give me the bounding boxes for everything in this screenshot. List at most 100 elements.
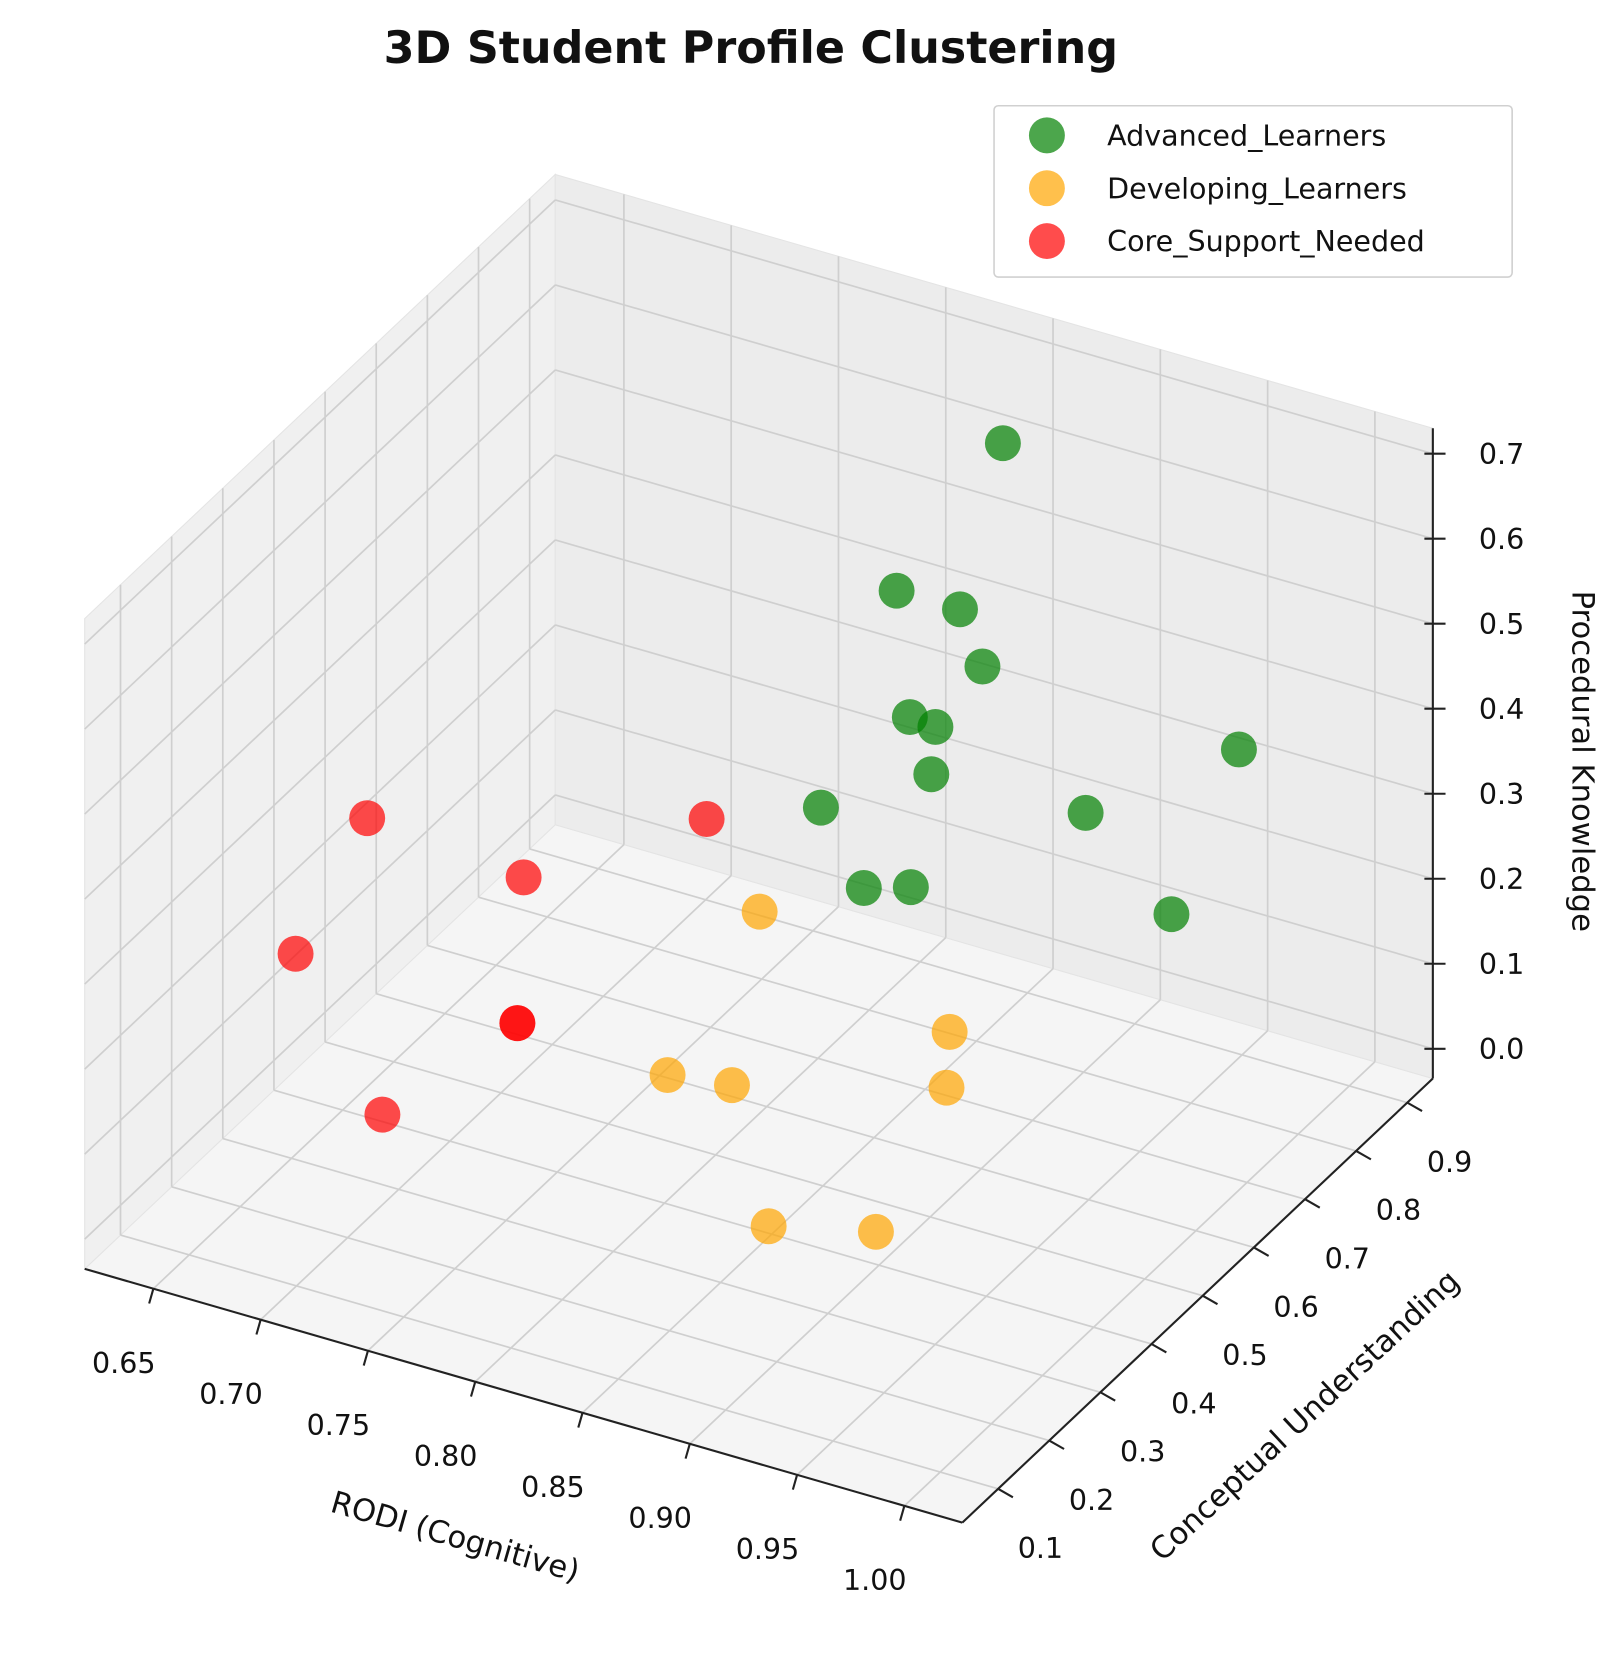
z-tick-label: 0.1 xyxy=(1479,948,1524,981)
point xyxy=(942,591,978,628)
z-tick-label: 0.2 xyxy=(1479,863,1524,896)
tick-mark xyxy=(899,1505,906,1521)
grid-line xyxy=(554,454,1434,710)
point xyxy=(505,859,542,896)
point xyxy=(1153,896,1190,933)
tick-mark xyxy=(1304,1198,1321,1209)
z-tick-label: 0.7 xyxy=(1479,438,1524,471)
y-tick-label: 0.9 xyxy=(1427,1146,1472,1179)
point xyxy=(364,1096,401,1133)
grid-line xyxy=(796,1030,1269,1476)
x-tick-label: 0.95 xyxy=(736,1533,800,1566)
legend-marker xyxy=(1028,117,1065,154)
legend-marker xyxy=(1028,223,1065,260)
tick-mark xyxy=(469,1381,477,1397)
grid-line xyxy=(554,369,1434,625)
axes: 0.650.700.750.800.850.900.951.000.10.20.… xyxy=(84,428,1524,1597)
z-tick-label: 0.3 xyxy=(1479,778,1524,811)
point xyxy=(928,1069,965,1106)
x-tick-label: 1.00 xyxy=(843,1564,907,1597)
grid-line xyxy=(427,944,1306,1200)
point xyxy=(277,935,314,972)
point xyxy=(1067,794,1104,831)
tick-mark xyxy=(1202,1294,1219,1306)
grid-line xyxy=(478,896,1357,1152)
tick-mark xyxy=(684,1443,691,1459)
grid-line xyxy=(84,454,556,900)
point xyxy=(878,572,915,609)
tick-mark xyxy=(997,1487,1014,1499)
legend-label: Core_Support_Needed xyxy=(1107,225,1425,258)
z-axis-label: Procedural Knowledge xyxy=(1564,591,1599,932)
legend-label: Advanced_Learners xyxy=(1107,119,1386,152)
x-axis-line xyxy=(84,1267,963,1524)
grid-line xyxy=(84,794,556,1240)
point xyxy=(964,648,1001,685)
grid-line xyxy=(84,284,556,730)
point xyxy=(713,1067,750,1104)
z-tick-label: 0.5 xyxy=(1479,608,1524,641)
legend-label: Developing_Learners xyxy=(1107,172,1407,205)
point xyxy=(913,756,950,793)
grid-line xyxy=(152,843,625,1290)
y-axis-line xyxy=(961,1077,1434,1524)
y-tick-label: 0.7 xyxy=(1325,1243,1370,1276)
tick-mark xyxy=(577,1412,584,1428)
legend-marker xyxy=(1028,170,1065,207)
point xyxy=(688,801,725,837)
point xyxy=(917,708,954,745)
grid-line xyxy=(84,624,556,1070)
grid-line xyxy=(903,1061,1376,1507)
grid-line xyxy=(84,709,556,1155)
x-tick-label: 0.75 xyxy=(307,1409,371,1442)
grid-line xyxy=(554,284,1434,540)
grid-line xyxy=(529,848,1408,1104)
point xyxy=(892,869,929,906)
y-tick-label: 0.5 xyxy=(1222,1339,1267,1372)
tick-mark xyxy=(1355,1149,1372,1161)
point xyxy=(649,1057,686,1094)
grid-line xyxy=(581,968,1054,1414)
x-tick-label: 0.90 xyxy=(628,1502,692,1535)
z-tick-label: 0.0 xyxy=(1479,1033,1524,1066)
point xyxy=(984,425,1021,462)
tick-mark xyxy=(1406,1101,1423,1113)
tick-mark xyxy=(255,1319,262,1335)
y-tick-label: 0.1 xyxy=(1018,1532,1063,1565)
point xyxy=(802,789,839,826)
chart-title: 3D Student Profile Clustering xyxy=(384,23,1118,74)
y-tick-label: 0.6 xyxy=(1273,1291,1318,1324)
x-tick-label: 0.70 xyxy=(199,1378,263,1411)
points xyxy=(277,425,1257,1250)
panes xyxy=(83,173,1434,1524)
point xyxy=(845,870,882,907)
point xyxy=(857,1213,894,1250)
grid-line xyxy=(689,999,1161,1445)
point xyxy=(931,1013,968,1050)
grid-line xyxy=(554,709,1434,965)
grid-line xyxy=(222,1137,1101,1394)
y-tick-label: 0.3 xyxy=(1120,1436,1165,1469)
grid-line xyxy=(84,369,556,815)
grid xyxy=(84,194,1434,1507)
y-tick-label: 0.8 xyxy=(1376,1194,1421,1227)
legend: Advanced_Learners Developing_Learners Core… xyxy=(993,104,1513,278)
tick-mark xyxy=(791,1474,799,1490)
legend-box xyxy=(993,104,1513,278)
point xyxy=(1220,731,1257,768)
x-tick-label: 0.85 xyxy=(521,1471,585,1504)
y-tick-label: 0.4 xyxy=(1171,1387,1216,1420)
tick-mark xyxy=(362,1350,369,1366)
grid-line xyxy=(120,1234,999,1490)
tick-mark xyxy=(1253,1246,1270,1257)
tick-mark xyxy=(1099,1391,1116,1402)
point xyxy=(499,1005,536,1042)
tick-mark xyxy=(1151,1343,1167,1354)
grid-line xyxy=(84,539,556,985)
y-tick-label: 0.2 xyxy=(1069,1484,1114,1517)
grid-line xyxy=(554,794,1434,1050)
point xyxy=(741,893,778,930)
grid-line xyxy=(84,199,556,645)
